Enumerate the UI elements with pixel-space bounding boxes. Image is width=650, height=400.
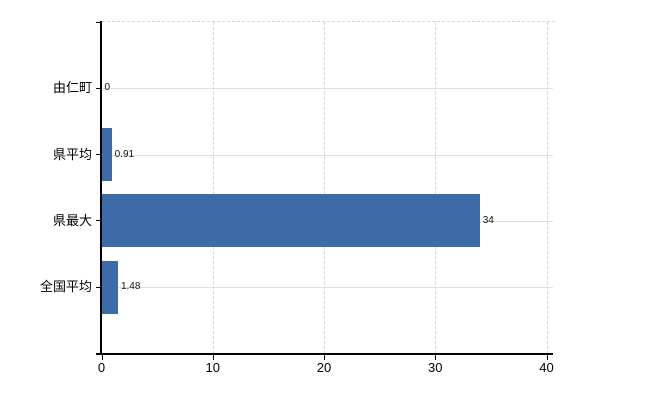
category-label: 県最大 <box>52 212 92 228</box>
category-tick <box>96 286 102 288</box>
plot-top-border <box>101 21 555 22</box>
h-gridline <box>101 154 553 156</box>
v-gridline <box>546 22 548 354</box>
category-axis-end-tick <box>96 21 102 23</box>
bar-value-label: 0.91 <box>114 148 135 160</box>
category-tick <box>96 87 102 89</box>
v-gridline <box>212 22 214 354</box>
x-axis-tick <box>546 354 548 360</box>
h-gridline <box>101 287 553 289</box>
v-gridline <box>324 22 325 354</box>
h-gridline <box>101 88 553 90</box>
category-label: 由仁町 <box>52 80 92 96</box>
x-tick-label: 10 <box>205 360 220 375</box>
x-tick-label: 40 <box>539 360 554 375</box>
x-tick-label: 20 <box>316 360 332 375</box>
category-tick <box>96 220 102 222</box>
x-tick-label: 30 <box>428 360 443 375</box>
x-axis-tick <box>435 354 437 360</box>
x-axis-line <box>96 353 553 355</box>
category-label: 県平均 <box>52 146 92 162</box>
bar-value-label: 0 <box>104 82 111 94</box>
bar <box>102 128 113 182</box>
bar <box>102 260 119 314</box>
v-gridline <box>435 22 437 354</box>
bar-value-label: 34 <box>482 214 494 226</box>
category-label: 全国平均 <box>39 279 92 295</box>
bar <box>102 194 481 248</box>
bar-value-label: 1.48 <box>120 281 141 293</box>
x-axis-tick <box>101 354 103 360</box>
y-axis-line <box>100 21 102 355</box>
x-tick-label: 0 <box>97 360 106 375</box>
category-tick <box>96 154 102 156</box>
x-axis-tick <box>324 354 325 360</box>
x-axis-tick <box>212 354 214 360</box>
